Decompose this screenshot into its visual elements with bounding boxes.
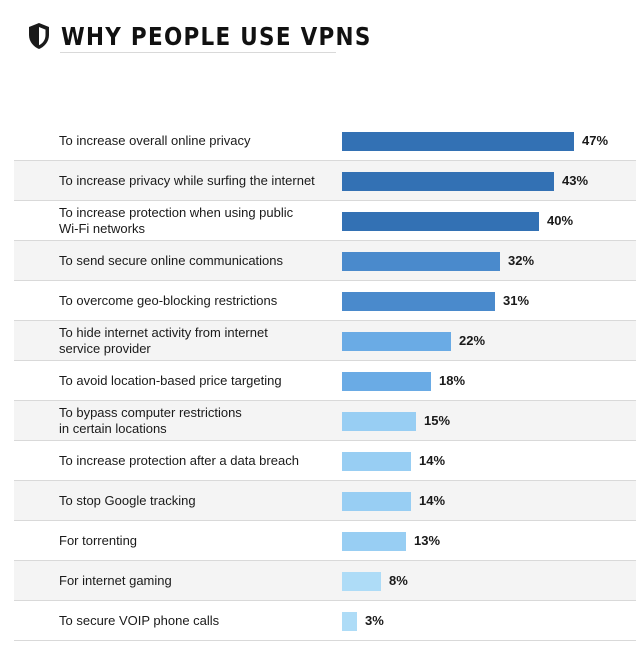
bar: [342, 332, 451, 351]
bar: [342, 132, 574, 151]
chart-row: To hide internet activity from internet s…: [14, 321, 636, 361]
category-label: For internet gaming: [59, 572, 172, 588]
bar: [342, 492, 411, 511]
category-label: To send secure online communications: [59, 252, 284, 268]
bar: [342, 452, 411, 471]
category-label: To increase protection after a data brea…: [59, 452, 299, 468]
value-label: 14%: [419, 493, 446, 508]
value-label: 15%: [424, 413, 451, 428]
bar: [342, 372, 431, 391]
bar: [342, 532, 406, 551]
value-label: 22%: [459, 333, 486, 348]
value-label: 14%: [419, 453, 446, 468]
bar: [342, 292, 495, 311]
value-label: 18%: [439, 373, 466, 388]
value-label: 47%: [582, 133, 609, 148]
bar: [342, 412, 416, 431]
bar: [342, 212, 539, 231]
bar: [342, 572, 381, 591]
category-label: To overcome geo-blocking restrictions: [59, 292, 278, 308]
chart-row: To increase privacy while surfing the in…: [14, 161, 636, 201]
value-label: 3%: [365, 613, 384, 628]
chart-row: To avoid location-based price targeting 1…: [14, 361, 636, 401]
value-label: 40%: [547, 213, 574, 228]
bar-chart: To increase overall online privacy 47% To …: [14, 121, 636, 641]
chart-row: To increase protection when using public…: [14, 201, 636, 241]
chart-row: To overcome geo-blocking restrictions 31%: [14, 281, 636, 321]
category-label: For torrenting: [59, 532, 138, 548]
category-label: To stop Google tracking: [59, 492, 196, 508]
chart-row: To secure VOIP phone calls 3%: [14, 601, 636, 641]
value-label: 31%: [503, 293, 530, 308]
chart-header: WHY PEOPLE USE VPNS: [28, 18, 422, 54]
chart-row: To send secure online communications 32%: [14, 241, 636, 281]
chart-row: To increase protection after a data brea…: [14, 441, 636, 481]
category-label: To bypass computer restrictions in certai…: [59, 405, 242, 436]
category-label: To avoid location-based price targeting: [59, 372, 282, 388]
value-label: 8%: [389, 573, 408, 588]
value-label: 43%: [562, 173, 589, 188]
category-label: To increase overall online privacy: [59, 132, 251, 148]
category-label: To increase protection when using public…: [59, 205, 294, 236]
category-label: To increase privacy while surfing the in…: [59, 172, 315, 188]
bar: [342, 172, 554, 191]
chart-row: For internet gaming 8%: [14, 561, 636, 601]
bar: [342, 612, 357, 631]
chart-row: To stop Google tracking 14%: [14, 481, 636, 521]
chart-title: WHY PEOPLE USE VPNS: [61, 21, 372, 51]
value-label: 32%: [508, 253, 535, 268]
shield-icon: [29, 23, 49, 49]
chart-row: To bypass computer restrictions in certai…: [14, 401, 636, 441]
title-underline: [60, 52, 336, 53]
bar: [342, 252, 500, 271]
chart-row: For torrenting 13%: [14, 521, 636, 561]
category-label: To hide internet activity from internet s…: [59, 325, 268, 356]
value-label: 13%: [414, 533, 441, 548]
category-label: To secure VOIP phone calls: [59, 612, 220, 628]
chart-row: To increase overall online privacy 47%: [14, 121, 636, 161]
